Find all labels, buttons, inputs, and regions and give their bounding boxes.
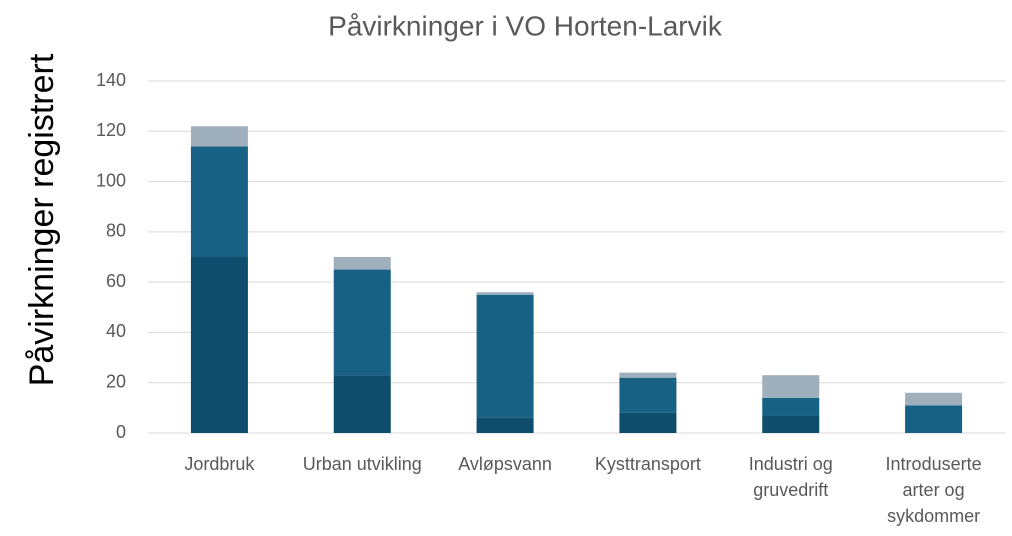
x-tick-label: Urban utvikling [302,454,422,474]
bar-segment [333,375,391,433]
bar-segment [905,405,963,433]
y-tick-label: 120 [96,120,126,140]
y-tick-label: 0 [116,422,126,442]
chart-title: Påvirkninger i VO Horten-Larvik [328,10,723,41]
bar-segment [476,417,534,433]
x-tick-label: Kysttransport [594,454,701,474]
bar-segment [619,377,677,413]
x-tick-label: Avløpsvann [458,454,552,474]
bar-segment [762,397,820,416]
x-tick-label: Introduserte arter og sykdommer [885,454,982,526]
y-axis-label: Påvirkninger registrert [23,53,61,386]
bar-segment [619,412,677,433]
x-tick-label: Jordbruk [184,454,255,474]
bar-segment [619,372,677,378]
y-tick-label: 40 [106,321,126,341]
y-tick-label: 80 [106,221,126,241]
bar-segment [476,292,534,295]
y-tick-label: 100 [96,170,126,190]
bar-segment [762,415,820,433]
bar-segment [190,146,248,257]
bar-segment [476,294,534,418]
bar-segment [333,269,391,376]
x-tick-label: Industri og gruvedrift [748,454,833,500]
y-tick-label: 140 [96,70,126,90]
y-tick-label: 60 [106,271,126,291]
bar-segment [905,392,963,406]
bar-segment [190,126,248,147]
bar-segment [762,375,820,398]
bar-segment [333,257,391,270]
y-tick-label: 20 [106,371,126,391]
bar-segment [190,257,248,433]
